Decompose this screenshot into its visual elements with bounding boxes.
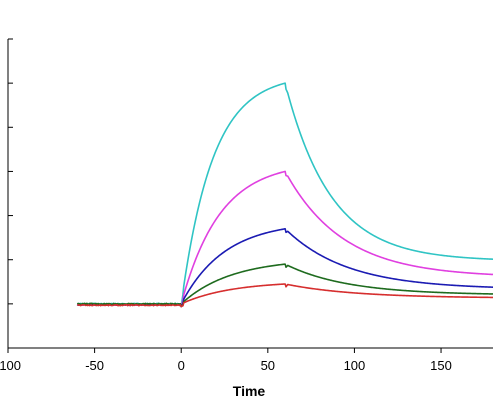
x-tick-label: 150 xyxy=(430,358,452,373)
x-tick-label: -50 xyxy=(85,358,104,373)
x-tick-label: 50 xyxy=(261,358,275,373)
x-tick-label: 0 xyxy=(178,358,185,373)
plot-area xyxy=(76,82,494,308)
series-line xyxy=(77,283,494,308)
x-axis-ticks: -100 -50 0 50 100 150 xyxy=(0,348,452,373)
y-axis-ticks xyxy=(8,38,13,349)
x-axis-title: Time xyxy=(233,383,266,399)
x-tick-label: -100 xyxy=(0,358,21,373)
series-line xyxy=(76,228,494,308)
x-tick-label: 100 xyxy=(344,358,366,373)
series-line xyxy=(76,82,494,308)
